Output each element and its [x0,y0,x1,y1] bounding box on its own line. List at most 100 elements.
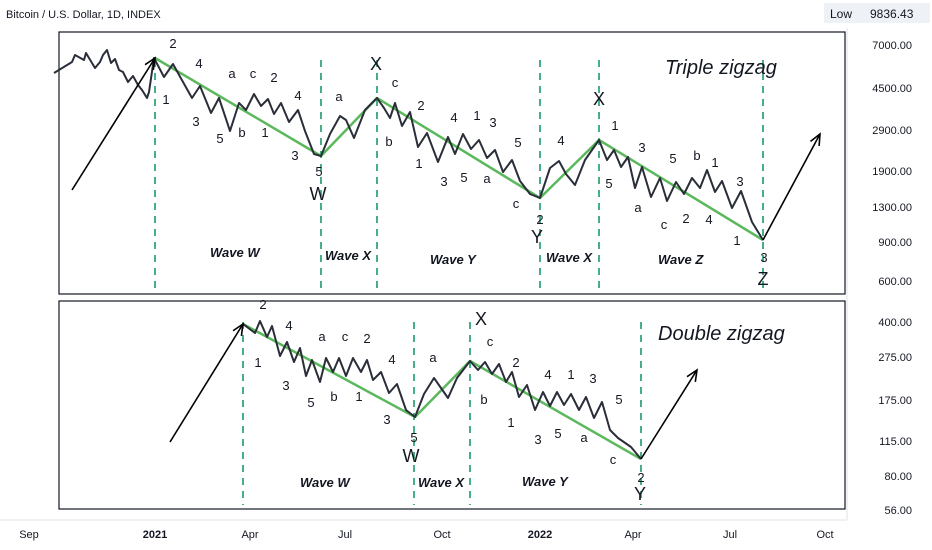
subwave-label: b [480,392,487,407]
price-tick-label: 400.00 [878,317,912,329]
subwave-label: 4 [388,352,395,367]
subwave-label: 4 [450,110,457,125]
subwave-label: 5 [410,430,417,445]
subwave-label: 3 [589,371,596,386]
time-tick-label: Oct [816,529,833,541]
triple-zigzag-panel: 7000.00 4500.00 2900.00 1900.00 1300.00 900.0… [53,36,912,292]
time-tick-label: Sep [19,529,39,541]
subwave-label: b [238,125,245,140]
subwave-label: 3 [489,115,496,130]
subwave-label: 3 [534,432,541,447]
subwave-label: 1 [261,125,268,140]
subwave-label: a [429,350,437,365]
pivot-label: Y [531,227,543,247]
price-tick-label: 600.00 [878,276,912,288]
wave-name-label: Wave Y [430,252,477,267]
projection-arrow [762,133,821,241]
subwave-label: 5 [615,392,622,407]
subwave-label: 2 [637,470,644,485]
price-tick-label: 80.00 [884,471,912,483]
subwave-label: a [335,89,343,104]
price-zigzag-line [242,320,642,460]
price-tick-label: 900.00 [878,237,912,249]
pivot-label: X [370,54,382,74]
pivot-label: W [310,184,327,204]
wave-name-label: Wave W [210,245,261,260]
price-tick-label: 2900.00 [872,125,912,137]
arrow-head [232,322,245,336]
subwave-label: a [228,66,236,81]
price-tick-label: 175.00 [878,395,912,407]
subwave-label: 2 [169,36,176,51]
subwave-label: c [392,75,399,90]
pivot-label: Y [634,484,646,504]
time-tick-label: Jul [338,529,352,541]
subwave-label: 4 [557,133,564,148]
subwave-label: 1 [733,233,740,248]
wave-name-label: Wave Y [522,474,569,489]
subwave-label: 3 [736,174,743,189]
subwave-label: 1 [611,118,618,133]
projection-arrow [640,369,698,460]
panel-frame-top [58,31,846,295]
subwave-label: b [385,134,392,149]
lead-in-arrow [169,323,244,443]
subwave-label: 3 [291,148,298,163]
subwave-label: 5 [669,151,676,166]
panel-title: Double zigzag [658,323,785,345]
subwave-label: 1 [507,415,514,430]
pivot-label: X [475,309,487,329]
subwave-label: c [661,217,668,232]
subwave-label: 4 [285,318,292,333]
time-tick-label: 2022 [528,529,552,541]
pivot-label: X [593,89,605,109]
subwave-label: a [318,329,326,344]
price-tick-label: 275.00 [878,352,912,364]
subwave-label: 2 [270,70,277,85]
subwave-label: 3 [638,140,645,155]
price-zigzag-line [53,49,764,241]
subwave-label: 3 [383,412,390,427]
subwave-label: c [513,196,520,211]
subwave-label: c [610,452,617,467]
subwave-label: 5 [307,395,314,410]
subwave-label: a [483,171,491,186]
subwave-label: 3 [192,114,199,129]
header: Bitcoin / U.S. Dollar, 1D, INDEX Low 983… [6,3,930,23]
wave-name-label: Wave Z [658,252,704,267]
price-tick-label: 115.00 [879,436,912,448]
subwave-label: b [330,389,337,404]
subwave-label: 4 [705,212,712,227]
pivot-label: W [403,446,420,466]
subwave-label: 2 [682,211,689,226]
subwave-label: 5 [216,131,223,146]
price-tick-label: 4500.00 [872,83,912,95]
subwave-label: 1 [473,108,480,123]
subwave-label: c [487,334,494,349]
subwave-label: 4 [195,56,202,71]
arrow-head [144,56,157,70]
subwave-label: 3 [760,250,767,265]
time-axis: Sep 2021 Apr Jul Oct 2022 Apr Jul Oct [19,529,833,541]
price-tick-label: 1300.00 [872,202,912,214]
price-tick-label: 56.00 [884,505,912,517]
subwave-label: 1 [162,92,169,107]
subwave-label: 1 [567,367,574,382]
chart-title: Bitcoin / U.S. Dollar, 1D, INDEX [6,9,161,21]
subwave-label: 5 [460,170,467,185]
low-value: 9836.43 [870,7,914,21]
panel-title: Triple zigzag [665,57,777,79]
arrow-head [810,132,821,147]
subwave-label: c [342,329,349,344]
price-tick-label: 1900.00 [872,166,912,178]
subwave-label: 3 [440,174,447,189]
time-tick-label: Apr [241,529,258,541]
subwave-label: 2 [536,212,543,227]
subwave-label: 5 [514,135,521,150]
subwave-label: b [693,148,700,163]
time-tick-label: 2021 [143,529,167,541]
wave-name-label: Wave X [325,248,372,263]
time-tick-label: Apr [624,529,641,541]
subwave-label: 4 [294,88,301,103]
